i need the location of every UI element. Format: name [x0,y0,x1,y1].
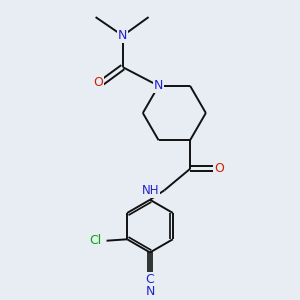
Text: O: O [214,162,224,175]
Text: O: O [93,76,103,89]
Text: NH: NH [142,184,159,197]
Text: N: N [145,285,155,298]
Text: Cl: Cl [89,234,101,247]
Text: C: C [146,273,154,286]
Text: N: N [154,79,163,92]
Text: N: N [118,29,128,42]
